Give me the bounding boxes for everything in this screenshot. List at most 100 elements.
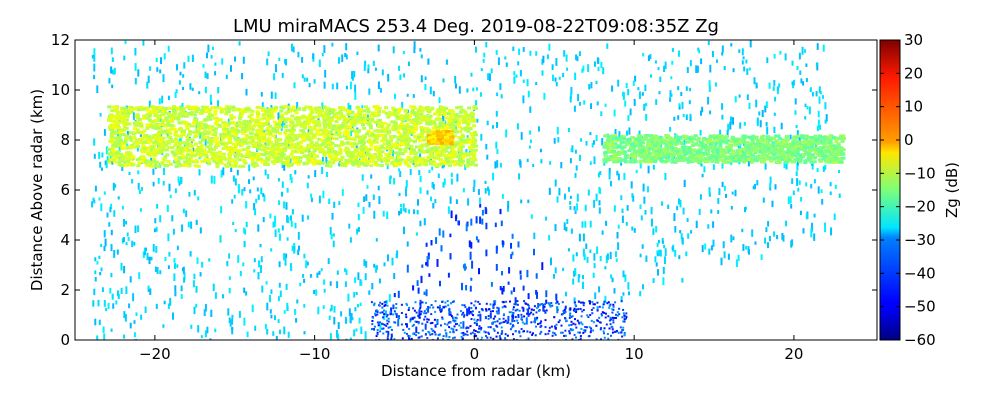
- zg-mark: [266, 138, 271, 142]
- zg-mark: [642, 52, 645, 57]
- zg-mark: [818, 86, 821, 94]
- zg-mark: [406, 137, 411, 141]
- zg-mark: [208, 143, 213, 146]
- zg-mark: [272, 156, 277, 160]
- zg-mark: [214, 116, 219, 120]
- zg-mark: [466, 123, 471, 127]
- zg-mark: [661, 240, 664, 244]
- zg-mark: [185, 142, 190, 146]
- zg-mark: [556, 300, 559, 303]
- zg-mark: [400, 119, 405, 123]
- zg-mark: [597, 66, 600, 72]
- zg-mark: [730, 205, 733, 210]
- zg-mark: [224, 112, 229, 116]
- zg-mark: [573, 333, 576, 336]
- zg-mark: [293, 156, 298, 159]
- zg-mark: [348, 151, 353, 154]
- zg-mark: [183, 122, 188, 126]
- zg-mark: [376, 331, 379, 334]
- zg-mark: [93, 153, 96, 159]
- zg-mark: [801, 46, 804, 55]
- zg-mark: [350, 313, 353, 319]
- zg-mark: [302, 274, 305, 278]
- zg-mark: [472, 187, 475, 192]
- zg-mark: [133, 241, 136, 246]
- zg-mark: [605, 323, 608, 326]
- zg-mark: [307, 175, 310, 179]
- zg-mark: [539, 148, 542, 153]
- zg-mark: [451, 300, 454, 303]
- zg-mark: [639, 291, 642, 297]
- zg-mark: [200, 335, 203, 339]
- zg-mark: [174, 291, 177, 297]
- zg-mark: [810, 184, 813, 189]
- zg-mark: [776, 86, 779, 91]
- zg-mark: [320, 143, 325, 147]
- zg-mark: [590, 103, 592, 109]
- zg-mark: [466, 312, 469, 315]
- zg-mark: [522, 95, 525, 104]
- zg-mark: [754, 183, 756, 190]
- zg-mark: [230, 126, 235, 130]
- zg-mark: [339, 108, 344, 112]
- zg-mark: [507, 281, 510, 285]
- zg-mark: [526, 330, 529, 333]
- zg-mark: [562, 267, 565, 272]
- zg-mark: [142, 107, 147, 111]
- zg-mark: [442, 230, 445, 238]
- zg-mark: [645, 155, 650, 159]
- zg-mark: [337, 106, 342, 109]
- zg-mark: [241, 126, 246, 130]
- zg-mark: [332, 112, 337, 116]
- zg-mark: [432, 162, 437, 166]
- zg-mark: [391, 149, 394, 158]
- zg-mark: [365, 261, 368, 268]
- zg-mark: [268, 129, 273, 133]
- zg-mark: [821, 198, 824, 205]
- zg-mark: [507, 315, 510, 322]
- zg-mark: [458, 130, 463, 134]
- zg-mark: [306, 137, 311, 141]
- zg-mark: [627, 89, 630, 96]
- zg-mark: [292, 46, 295, 53]
- zg-mark: [398, 168, 400, 172]
- zg-mark: [367, 138, 372, 142]
- zg-mark: [206, 73, 209, 80]
- zg-mark: [520, 328, 523, 330]
- zg-mark: [474, 163, 478, 167]
- zg-mark: [222, 124, 227, 128]
- zg-mark: [448, 309, 451, 311]
- zg-mark: [483, 52, 486, 58]
- zg-mark: [564, 334, 567, 337]
- zg-mark: [217, 106, 222, 110]
- zg-mark: [458, 86, 461, 94]
- zg-mark: [379, 330, 382, 333]
- zg-mark: [209, 140, 214, 144]
- zg-mark: [548, 326, 551, 329]
- zg-mark: [331, 161, 336, 165]
- zg-mark: [204, 105, 209, 109]
- zg-mark: [309, 119, 314, 123]
- zg-mark: [324, 69, 327, 78]
- zg-mark: [269, 110, 274, 114]
- zg-mark: [396, 152, 401, 156]
- zg-mark: [438, 146, 443, 149]
- zg-mark: [811, 92, 814, 97]
- zg-mark: [488, 73, 491, 82]
- zg-mark: [468, 146, 473, 150]
- zg-mark: [374, 145, 379, 149]
- zg-mark: [469, 332, 472, 335]
- zg-mark: [518, 331, 521, 334]
- zg-mark: [461, 135, 466, 139]
- zg-mark: [496, 92, 499, 97]
- zg-mark: [210, 55, 213, 59]
- zg-mark: [131, 240, 134, 248]
- zg-mark: [656, 253, 659, 257]
- zg-mark: [357, 202, 360, 208]
- zg-mark: [123, 265, 126, 274]
- zg-mark: [436, 107, 441, 111]
- zg-mark: [459, 310, 462, 313]
- zg-mark: [575, 54, 578, 61]
- zg-mark: [357, 120, 362, 124]
- zg-mark: [370, 301, 373, 304]
